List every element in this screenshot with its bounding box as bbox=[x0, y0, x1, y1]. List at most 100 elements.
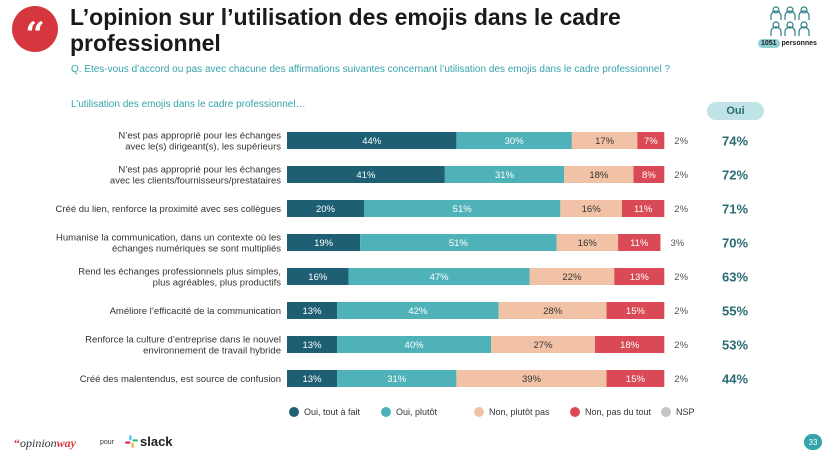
data-label: 19% bbox=[314, 238, 334, 249]
bar-segment bbox=[614, 268, 665, 285]
oui-total-label: 72% bbox=[722, 168, 748, 183]
category-label: Humanise la communication, dans un conte… bbox=[56, 233, 281, 244]
quote-glyph: “ bbox=[25, 15, 45, 55]
sample-size: 1051 personnes bbox=[758, 39, 822, 54]
bar-segment bbox=[606, 370, 665, 387]
bar-segment bbox=[560, 200, 622, 217]
data-label: 16% bbox=[582, 204, 602, 215]
legend-label: Non, pas du tout bbox=[585, 407, 652, 417]
data-label: 51% bbox=[449, 238, 469, 249]
data-label: 7% bbox=[644, 136, 658, 147]
bar-segment bbox=[348, 268, 530, 285]
bar-segment bbox=[287, 166, 445, 183]
category-label: N’est pas approprié pour les échanges bbox=[118, 131, 281, 142]
pour-label: pour bbox=[100, 439, 115, 446]
stacked-bar-chart: N’est pas approprié pour les échangesave… bbox=[56, 131, 748, 417]
bar-segment bbox=[633, 166, 665, 183]
oui-total-label: 55% bbox=[722, 304, 748, 319]
bar-segment bbox=[287, 200, 364, 217]
data-label: 31% bbox=[387, 374, 407, 385]
sample-label: personnes bbox=[781, 40, 817, 47]
legend-label: Non, plutôt pas bbox=[489, 407, 550, 417]
data-label: 42% bbox=[408, 306, 428, 317]
page-number: 33 bbox=[804, 434, 822, 450]
legend-swatch bbox=[570, 407, 580, 417]
category-label: avec les clients/fournisseurs/prestatair… bbox=[110, 176, 281, 187]
question-text: Q. Etes-vous d’accord ou pas avec chacun… bbox=[71, 64, 671, 75]
data-label: 28% bbox=[543, 306, 563, 317]
bar-segment bbox=[498, 302, 607, 319]
oui-total-label: 70% bbox=[722, 236, 748, 251]
oui-total-label: 74% bbox=[722, 134, 748, 149]
legend-label: NSP bbox=[676, 407, 695, 417]
data-label: 18% bbox=[589, 170, 609, 181]
data-label: 15% bbox=[626, 306, 646, 317]
bar-segment bbox=[287, 370, 338, 387]
bar-segment bbox=[287, 268, 349, 285]
legend-swatch bbox=[661, 407, 671, 417]
bar-segment bbox=[456, 370, 607, 387]
data-label: 11% bbox=[630, 238, 649, 249]
bar-segment bbox=[606, 302, 665, 319]
slack-logo: slack bbox=[125, 434, 173, 449]
nsp-label: 2% bbox=[674, 374, 688, 385]
nsp-label: 2% bbox=[674, 204, 688, 215]
bar-segment bbox=[456, 132, 572, 149]
data-label: 13% bbox=[303, 306, 323, 317]
nsp-label: 2% bbox=[674, 136, 688, 147]
bar-segment bbox=[287, 336, 338, 353]
data-label: 17% bbox=[595, 136, 615, 147]
data-label: 11% bbox=[634, 204, 653, 215]
nsp-label: 3% bbox=[670, 238, 684, 249]
bar-segment bbox=[337, 302, 499, 319]
category-label: environnement de travail hybride bbox=[143, 346, 281, 357]
data-label: 8% bbox=[642, 170, 656, 181]
bar-segment bbox=[529, 268, 615, 285]
bar-segment bbox=[595, 336, 665, 353]
bar-segment bbox=[360, 234, 557, 251]
nsp-label: 2% bbox=[674, 170, 688, 181]
bar-segment bbox=[621, 200, 665, 217]
data-label: 16% bbox=[578, 238, 598, 249]
category-label: Créé du lien, renforce la proximité avec… bbox=[56, 204, 282, 215]
category-label: Améliore l’efficacité de la communicatio… bbox=[110, 306, 281, 317]
data-label: 51% bbox=[453, 204, 473, 215]
data-label: 18% bbox=[620, 340, 640, 351]
bar-segment bbox=[287, 234, 361, 251]
oui-total-label: 63% bbox=[722, 270, 748, 285]
category-label: N’est pas approprié pour les échanges bbox=[118, 165, 281, 176]
bar-segment bbox=[637, 132, 665, 149]
data-label: 20% bbox=[316, 204, 336, 215]
data-label: 41% bbox=[356, 170, 376, 181]
category-label: Créé des malentendus, est source de conf… bbox=[80, 374, 281, 385]
data-label: 39% bbox=[522, 374, 542, 385]
data-label: 13% bbox=[303, 374, 323, 385]
bar-segment bbox=[337, 370, 457, 387]
data-label: 13% bbox=[303, 340, 323, 351]
bar-segment bbox=[618, 234, 661, 251]
nsp-label: 2% bbox=[674, 340, 688, 351]
bar-segment bbox=[571, 132, 638, 149]
data-label: 15% bbox=[626, 374, 646, 385]
data-label: 44% bbox=[362, 136, 382, 147]
category-label: Rend les échanges professionnels plus si… bbox=[78, 267, 281, 278]
slack-icon bbox=[125, 435, 138, 448]
bar-segment bbox=[444, 166, 565, 183]
oui-column-header: Oui bbox=[707, 102, 764, 120]
oui-total-label: 53% bbox=[722, 338, 748, 353]
oui-total-label: 44% bbox=[722, 372, 748, 387]
legend-swatch bbox=[289, 407, 299, 417]
data-label: 31% bbox=[495, 170, 515, 181]
data-label: 40% bbox=[405, 340, 425, 351]
data-label: 13% bbox=[630, 272, 650, 283]
legend-label: Oui, plutôt bbox=[396, 407, 438, 417]
data-label: 30% bbox=[505, 136, 525, 147]
page-title: L’opinion sur l’utilisation des emojis d… bbox=[70, 4, 621, 56]
legend-label: Oui, tout à fait bbox=[304, 407, 361, 417]
nsp-label: 2% bbox=[674, 306, 688, 317]
bar-segment bbox=[556, 234, 619, 251]
data-label: 22% bbox=[562, 272, 582, 283]
category-label: échanges numériques se sont multipliés bbox=[112, 244, 281, 255]
bar-segment bbox=[564, 166, 634, 183]
opinionway-logo: “opinionway bbox=[14, 436, 77, 450]
